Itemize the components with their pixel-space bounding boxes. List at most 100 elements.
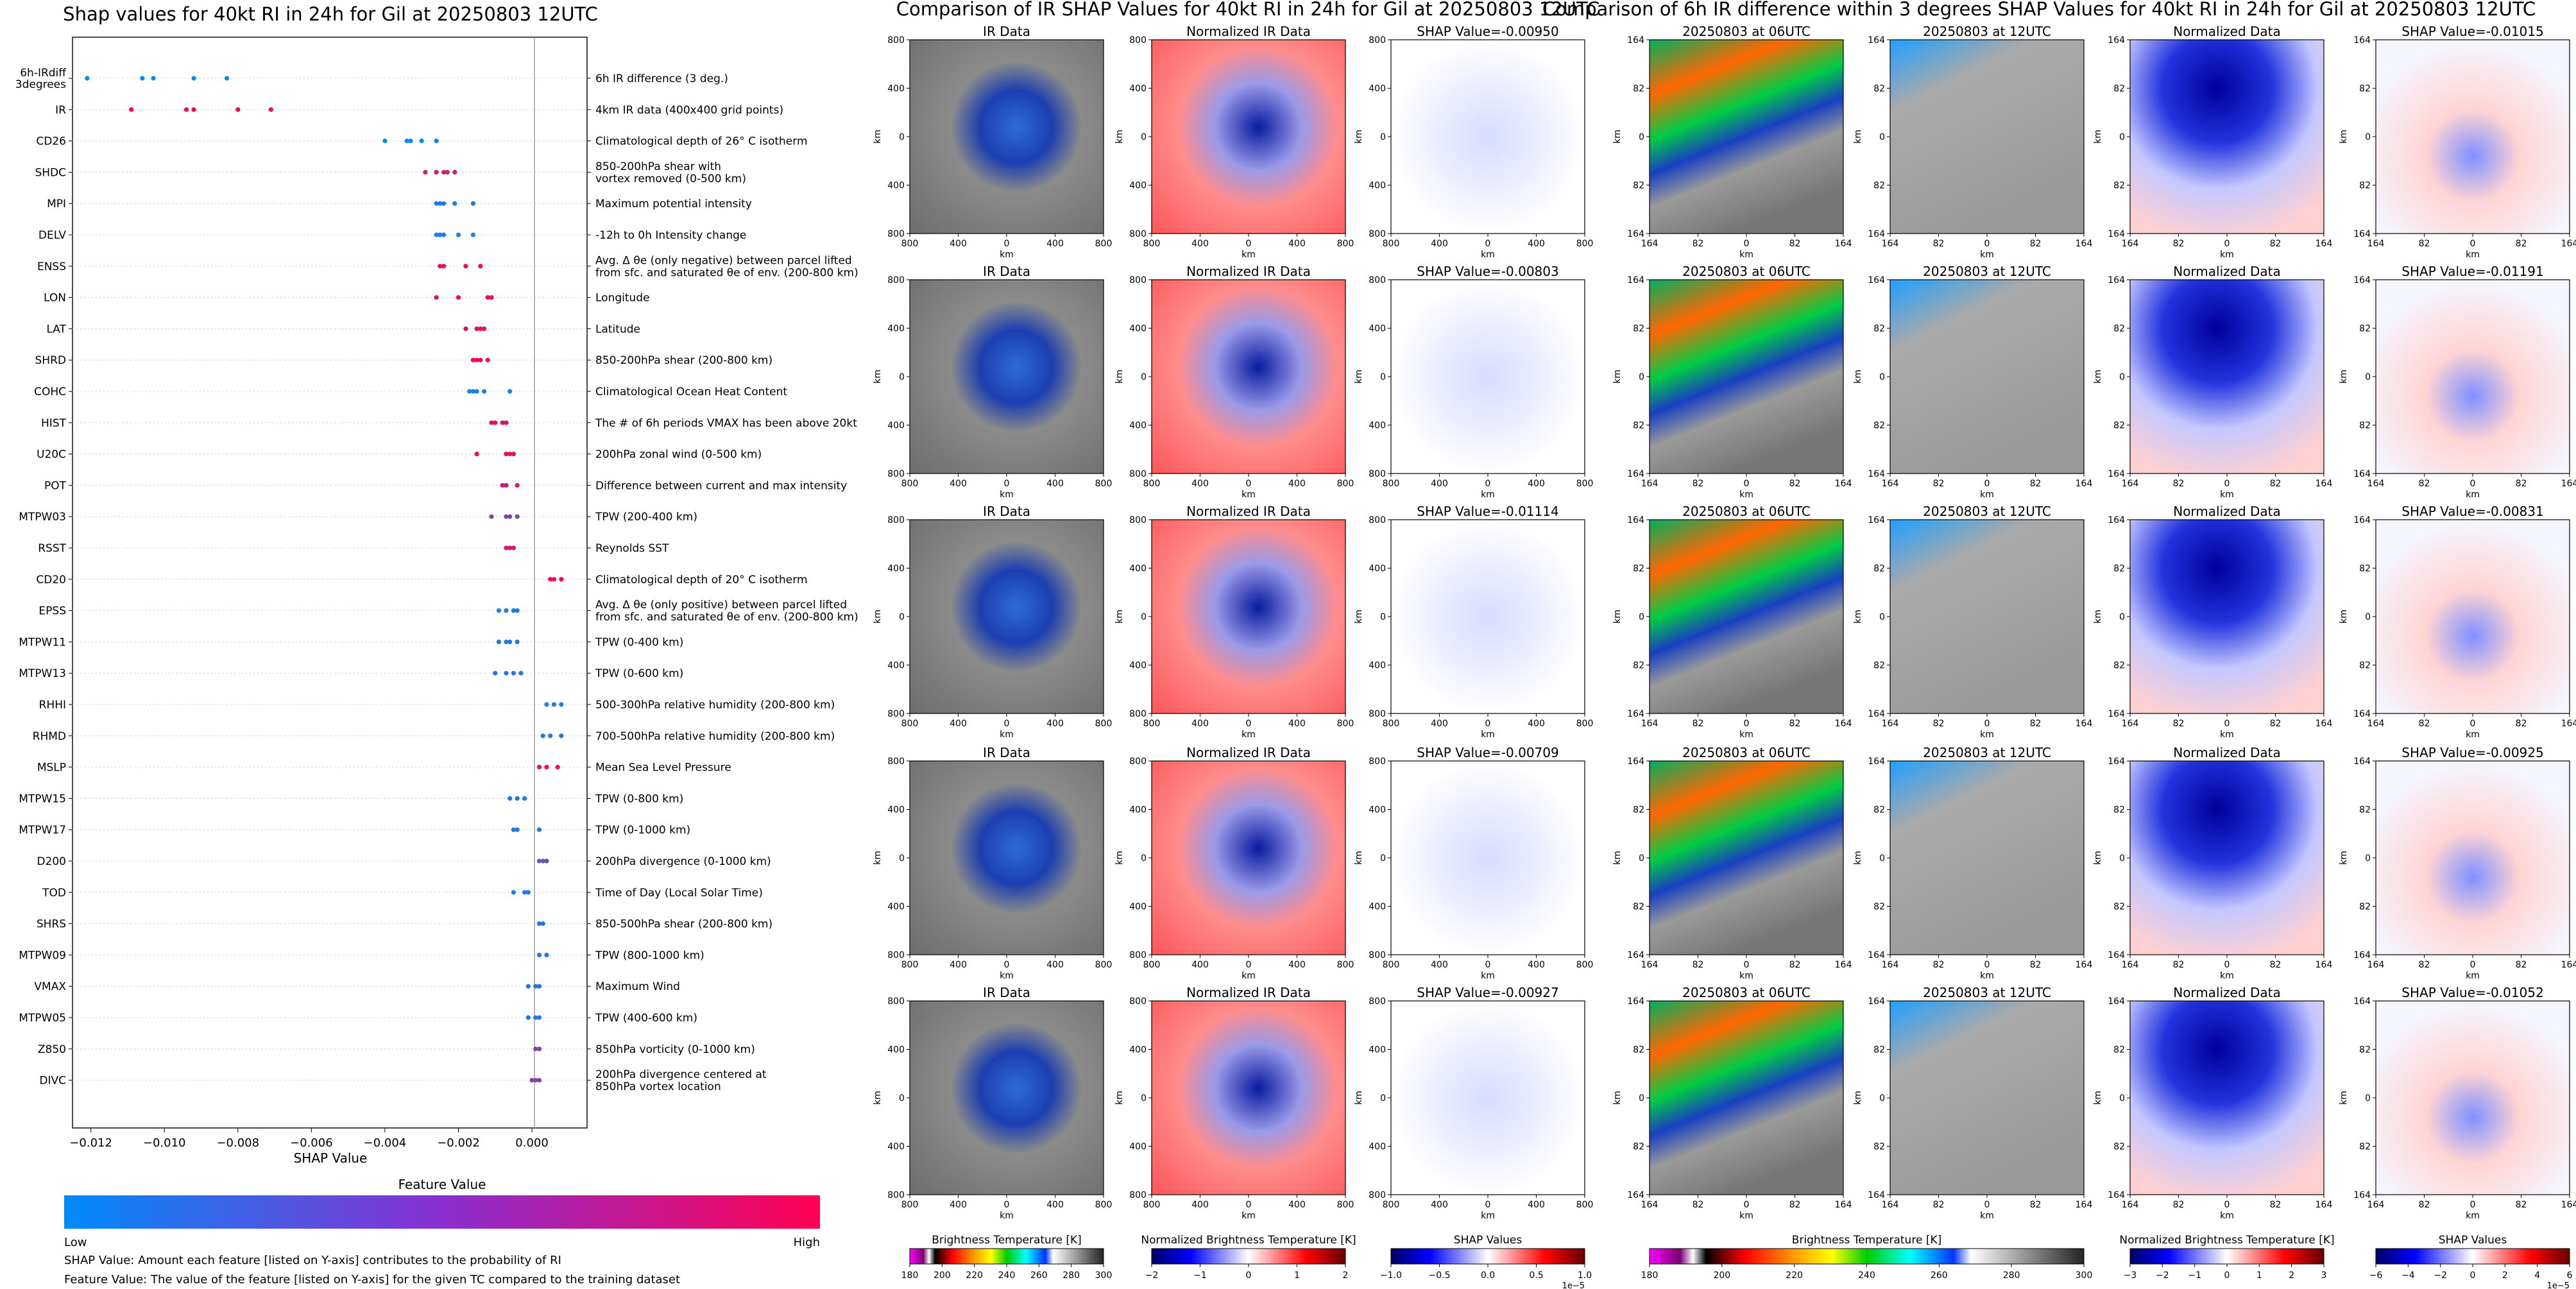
- panel-xtick-label: 400: [1431, 239, 1448, 249]
- panel-xtick-label: 0: [1744, 1200, 1750, 1210]
- panel-ytick-label: 400: [1129, 1045, 1147, 1055]
- feature-name-label: LON: [44, 292, 66, 305]
- panel-xlabel: km: [1241, 1211, 1256, 1221]
- panel-ytick-label: 82: [1873, 661, 1885, 671]
- panel-ytick-label: 164: [1627, 709, 1644, 719]
- panel-xtick-label: 82: [2030, 960, 2042, 970]
- shap-point: [536, 1078, 542, 1083]
- panel-ytick-label: 82: [1873, 1142, 1885, 1152]
- panel-image: [2129, 39, 2324, 234]
- shap-point: [452, 169, 457, 175]
- panel-title: 20250803 at 06UTC: [1682, 264, 1811, 279]
- panel-xtick-label: 164: [2316, 1200, 2333, 1210]
- colorbar-tick-label: 2: [2502, 1270, 2508, 1281]
- panel-ytick-label: 164: [1868, 275, 1885, 286]
- panel-xtick-label: 800: [1143, 239, 1161, 249]
- colorbar-tick-label: 6: [2567, 1270, 2573, 1281]
- panel-xlabel: km: [1980, 1211, 1994, 1221]
- feature-desc-label: TPW (200-400 km): [595, 511, 697, 524]
- panel-ylabel: km: [1114, 130, 1125, 144]
- colorbar-tick-label: −3: [2124, 1270, 2137, 1281]
- panel-xtick-label: 400: [1046, 479, 1064, 489]
- colorbar: Normalized Brightness Temperature [K] −3 −…: [2119, 1234, 2334, 1281]
- panel-xtick-label: 164: [1835, 960, 1852, 970]
- shap-point: [540, 858, 545, 864]
- feature-desc-label: 200hPa divergence centered at 850hPa vort…: [595, 1068, 767, 1093]
- panel-ytick-label: 164: [1868, 35, 1885, 46]
- shap-point: [544, 702, 549, 707]
- panel-ytick-label: 400: [1129, 902, 1147, 912]
- shap-point: [540, 921, 545, 926]
- feature-desc-label: TPW (0-1000 km): [595, 824, 690, 837]
- colorbar-tick-label: 260: [1030, 1270, 1048, 1281]
- panel-title: IR Data: [983, 504, 1030, 519]
- panel-ylabel: km: [1853, 370, 1863, 384]
- panel-title: IR Data: [983, 745, 1030, 760]
- panel-xtick-label: 0: [1246, 960, 1252, 970]
- panel-ytick-label: 800: [1129, 709, 1147, 719]
- panel-xtick-label: 0: [1485, 960, 1491, 970]
- ir-section-title: Comparison of IR SHAP Values for 40kt RI…: [896, 0, 1600, 20]
- panel-xlabel: km: [1241, 730, 1256, 740]
- panel-xtick-label: 400: [1046, 960, 1064, 970]
- panel-xtick-label: 800: [1095, 479, 1113, 489]
- panel-xtick-label: 82: [1693, 719, 1704, 729]
- panel-image: [1889, 1000, 2085, 1195]
- panel-xtick-label: 164: [2122, 479, 2139, 489]
- panel-image: [1649, 39, 1844, 234]
- panel-xtick-label: 400: [950, 719, 967, 729]
- panel-xtick-label: 82: [1789, 479, 1801, 489]
- panel-ytick-label: 164: [2108, 229, 2125, 239]
- panel-image: [909, 760, 1104, 955]
- panel-ytick-label: 82: [2113, 421, 2125, 431]
- panel-image: [1649, 1000, 1844, 1195]
- panel-ytick-label: 400: [1369, 564, 1386, 574]
- colorbar-tick-label: −6: [2369, 1270, 2383, 1281]
- panel-ytick-label: 164: [2353, 35, 2371, 46]
- panel-title: IR Data: [983, 985, 1030, 1000]
- panel-ylabel: km: [1853, 851, 1863, 865]
- colorbar-tick-label: −1: [1193, 1270, 1207, 1281]
- panel-xtick-label: 800: [1576, 479, 1594, 489]
- panel-ylabel: km: [1612, 851, 1623, 865]
- panel-title: Normalized IR Data: [1186, 745, 1311, 760]
- shap-point: [235, 107, 241, 112]
- shap-point: [533, 984, 538, 989]
- panel-ytick-label: 82: [2113, 324, 2125, 334]
- feature-name-label: RHMD: [33, 730, 66, 743]
- panel-xlabel: km: [2220, 730, 2234, 740]
- panel-ytick-label: 0: [899, 1093, 905, 1104]
- panel-ytick-label: 82: [2113, 84, 2125, 94]
- panel-ytick-label: 800: [1369, 469, 1386, 479]
- panel-image: [1151, 279, 1346, 474]
- panel-ytick-label: 800: [1129, 35, 1147, 46]
- feature-name-label: CD26: [36, 135, 66, 148]
- panel-xtick-label: 800: [1143, 479, 1161, 489]
- colorbar-tick-label: −1.0: [1380, 1270, 1402, 1281]
- panel-ytick-label: 800: [887, 229, 905, 239]
- feature-value-title: Feature Value: [398, 1177, 486, 1192]
- panel-ylabel: km: [2093, 1091, 2103, 1105]
- panel-ylabel: km: [1853, 130, 1863, 144]
- feature-name-label: SHRS: [37, 918, 66, 931]
- panel-image: [1151, 519, 1346, 714]
- panel-xtick-label: 800: [1337, 960, 1354, 970]
- panel-xtick-label: 164: [2122, 719, 2139, 729]
- panel-image: [2129, 1000, 2324, 1195]
- panel-xlabel: km: [1481, 490, 1495, 500]
- colorbar-label: Brightness Temperature [K]: [932, 1234, 1081, 1247]
- panel-xtick-label: 800: [1383, 719, 1400, 729]
- panel-ytick-label: 82: [2359, 661, 2371, 671]
- panel-image: [1649, 279, 1844, 474]
- panel-image: [909, 39, 1104, 234]
- shap-xtick-label: 0.000: [515, 1136, 549, 1150]
- feature-desc-label: Latitude: [595, 323, 640, 336]
- feature-desc-label: 200hPa zonal wind (0-500 km): [595, 448, 762, 461]
- panel-xtick-label: 0: [1984, 479, 1990, 489]
- panel-ytick-label: 82: [1633, 324, 1644, 334]
- colorbar-strip: [1151, 1248, 1346, 1265]
- feature-desc-label: Time of Day (Local Solar Time): [595, 887, 763, 900]
